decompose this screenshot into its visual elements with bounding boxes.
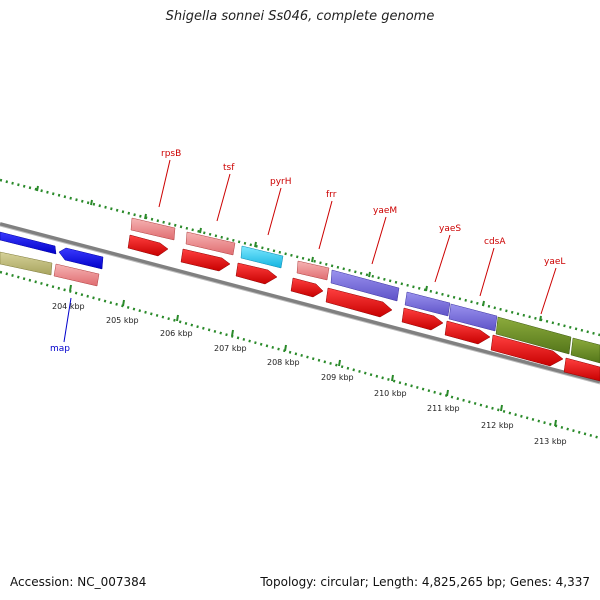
feature-green[interactable] bbox=[570, 337, 600, 364]
gene-label-pyrH: pyrH bbox=[270, 177, 292, 187]
kbp-label: 204 kbp bbox=[52, 302, 85, 311]
feature-track-upper bbox=[0, 217, 600, 364]
kbp-label: 205 kbp bbox=[106, 316, 139, 325]
feature-red-arrow[interactable] bbox=[401, 307, 444, 331]
gene-labels: rpsB tsf pyrH frr yaeM yaeS cdsA yaeL ma… bbox=[50, 149, 565, 354]
feature-blue[interactable] bbox=[58, 247, 104, 270]
kbp-label: 206 kbp bbox=[160, 329, 193, 338]
kbp-label: 208 kbp bbox=[267, 358, 300, 367]
genome-backbone bbox=[0, 222, 600, 384]
gene-label-yaeL: yaeL bbox=[544, 257, 565, 267]
gene-label-tsf: tsf bbox=[223, 163, 235, 173]
feature-pink[interactable] bbox=[185, 231, 236, 256]
genome-stats-text: Topology: circular; Length: 4,825,265 bp… bbox=[260, 575, 590, 589]
outer-tick-ring bbox=[0, 178, 600, 337]
feature-pink[interactable] bbox=[296, 260, 330, 281]
feature-red-arrow[interactable] bbox=[235, 262, 278, 285]
feature-purple[interactable] bbox=[404, 291, 451, 317]
kbp-labels: 204 kbp 205 kbp 206 kbp 207 kbp 208 kbp … bbox=[52, 302, 567, 446]
feature-cyan[interactable] bbox=[240, 245, 284, 269]
outer-major-ticks bbox=[36, 185, 542, 322]
gene-leader-lines bbox=[63, 159, 557, 343]
feature-red-arrow[interactable] bbox=[563, 357, 600, 382]
kbp-label: 213 kbp bbox=[534, 437, 567, 446]
inner-major-ticks bbox=[69, 284, 557, 427]
feature-blue[interactable] bbox=[0, 231, 57, 255]
feature-purple[interactable] bbox=[448, 303, 498, 332]
gene-label-map: map bbox=[50, 344, 70, 354]
feature-pink[interactable] bbox=[53, 263, 100, 287]
kbp-label: 207 kbp bbox=[214, 344, 247, 353]
gene-label-rpsB: rpsB bbox=[161, 149, 181, 159]
feature-red-arrow[interactable] bbox=[325, 287, 393, 318]
feature-pink[interactable] bbox=[130, 217, 176, 241]
feature-red-arrow[interactable] bbox=[127, 234, 169, 257]
gene-label-yaeM: yaeM bbox=[373, 206, 397, 216]
feature-olive[interactable] bbox=[0, 251, 53, 276]
inner-tick-ring bbox=[0, 270, 600, 440]
accession-text: Accession: NC_007384 bbox=[10, 575, 147, 589]
feature-purple[interactable] bbox=[330, 269, 400, 302]
feature-red-arrow[interactable] bbox=[490, 334, 564, 367]
feature-red-arrow[interactable] bbox=[180, 248, 231, 272]
feature-red-arrow[interactable] bbox=[444, 320, 491, 345]
feature-red-arrow[interactable] bbox=[290, 277, 324, 298]
kbp-label: 209 kbp bbox=[321, 373, 354, 382]
gene-label-cdsA: cdsA bbox=[484, 237, 506, 247]
gene-label-yaeS: yaeS bbox=[439, 224, 461, 234]
kbp-label: 210 kbp bbox=[374, 389, 407, 398]
feature-green[interactable] bbox=[495, 316, 572, 355]
feature-track-lower bbox=[0, 234, 600, 382]
kbp-label: 211 kbp bbox=[427, 404, 460, 413]
kbp-label: 212 kbp bbox=[481, 421, 514, 430]
map-title: Shigella sonnei Ss046, complete genome bbox=[165, 9, 435, 24]
gene-label-frr: frr bbox=[326, 190, 337, 200]
